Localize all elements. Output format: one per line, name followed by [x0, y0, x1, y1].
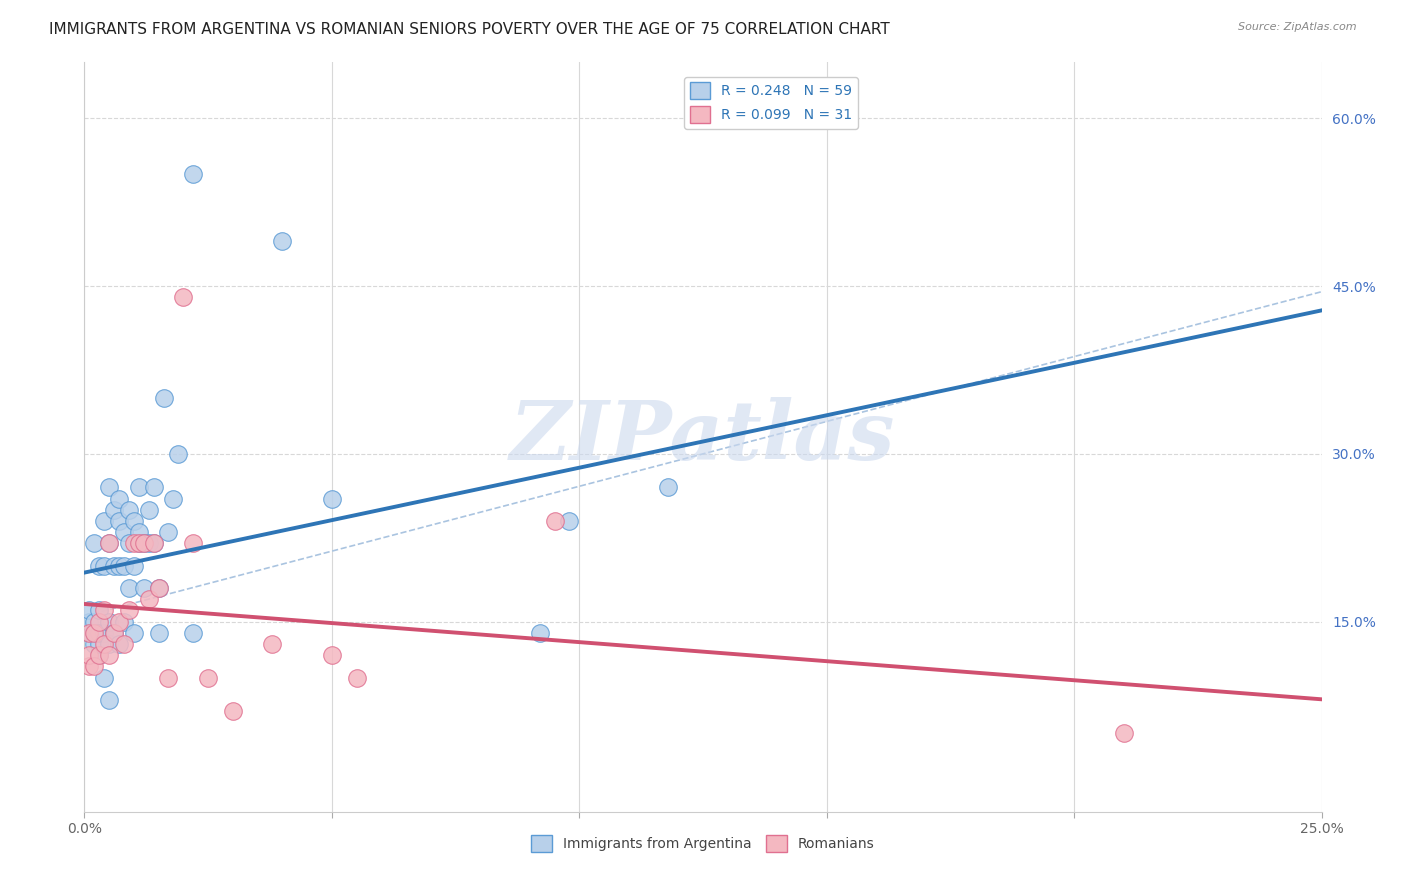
Point [262, 637, 284, 651]
Point [128, 525, 150, 540]
Point [142, 536, 165, 550]
Point [112, 637, 135, 651]
Point [79, 625, 101, 640]
Point [93, 603, 115, 617]
Point [103, 625, 125, 640]
Point [558, 514, 581, 528]
Legend: Immigrants from Argentina, Romanians: Immigrants from Argentina, Romanians [526, 830, 880, 857]
Point [148, 581, 170, 595]
Point [148, 581, 170, 595]
Point [118, 603, 141, 617]
Point [98, 648, 121, 662]
Point [93, 514, 115, 528]
Point [98, 615, 121, 629]
Point [122, 514, 145, 528]
Point [271, 235, 294, 249]
Point [108, 514, 131, 528]
Point [98, 536, 121, 550]
Point [543, 514, 565, 528]
Point [108, 558, 131, 573]
Point [346, 671, 368, 685]
Point [128, 536, 150, 550]
Point [83, 615, 105, 629]
Point [181, 536, 204, 550]
Point [108, 491, 131, 506]
Point [108, 615, 131, 629]
Point [83, 625, 105, 640]
Point [138, 592, 160, 607]
Point [122, 558, 145, 573]
Point [108, 637, 131, 651]
Point [1112, 726, 1135, 740]
Point [89, 648, 111, 662]
Point [132, 536, 155, 550]
Point [118, 502, 141, 516]
Point [128, 480, 150, 494]
Point [657, 480, 679, 494]
Point [321, 648, 343, 662]
Point [138, 536, 160, 550]
Point [128, 536, 150, 550]
Point [98, 480, 121, 494]
Point [112, 558, 135, 573]
Point [79, 659, 101, 673]
Point [197, 671, 219, 685]
Point [93, 558, 115, 573]
Point [83, 637, 105, 651]
Point [83, 659, 105, 673]
Point [122, 536, 145, 550]
Text: IMMIGRANTS FROM ARGENTINA VS ROMANIAN SENIORS POVERTY OVER THE AGE OF 75 CORRELA: IMMIGRANTS FROM ARGENTINA VS ROMANIAN SE… [49, 22, 890, 37]
Point [83, 625, 105, 640]
Point [138, 502, 160, 516]
Point [89, 648, 111, 662]
Point [83, 536, 105, 550]
Point [222, 704, 245, 718]
Point [157, 671, 180, 685]
Point [122, 625, 145, 640]
Point [118, 536, 141, 550]
Point [148, 625, 170, 640]
Point [89, 615, 111, 629]
Text: ZIPatlas: ZIPatlas [510, 397, 896, 477]
Point [181, 167, 204, 181]
Point [529, 625, 551, 640]
Point [98, 637, 121, 651]
Point [93, 671, 115, 685]
Point [157, 525, 180, 540]
Point [103, 625, 125, 640]
Point [142, 536, 165, 550]
Point [79, 603, 101, 617]
Point [152, 391, 174, 405]
Point [89, 637, 111, 651]
Point [172, 290, 194, 304]
Point [89, 625, 111, 640]
Point [112, 615, 135, 629]
Point [162, 491, 184, 506]
Point [79, 625, 101, 640]
Point [142, 480, 165, 494]
Point [167, 447, 190, 461]
Point [132, 536, 155, 550]
Point [79, 648, 101, 662]
Text: Source: ZipAtlas.com: Source: ZipAtlas.com [1239, 22, 1357, 32]
Point [98, 536, 121, 550]
Point [79, 615, 101, 629]
Point [93, 637, 115, 651]
Point [89, 603, 111, 617]
Point [103, 502, 125, 516]
Point [112, 525, 135, 540]
Point [118, 581, 141, 595]
Point [132, 581, 155, 595]
Point [321, 491, 343, 506]
Point [103, 558, 125, 573]
Point [93, 625, 115, 640]
Point [98, 693, 121, 707]
Point [89, 558, 111, 573]
Point [181, 625, 204, 640]
